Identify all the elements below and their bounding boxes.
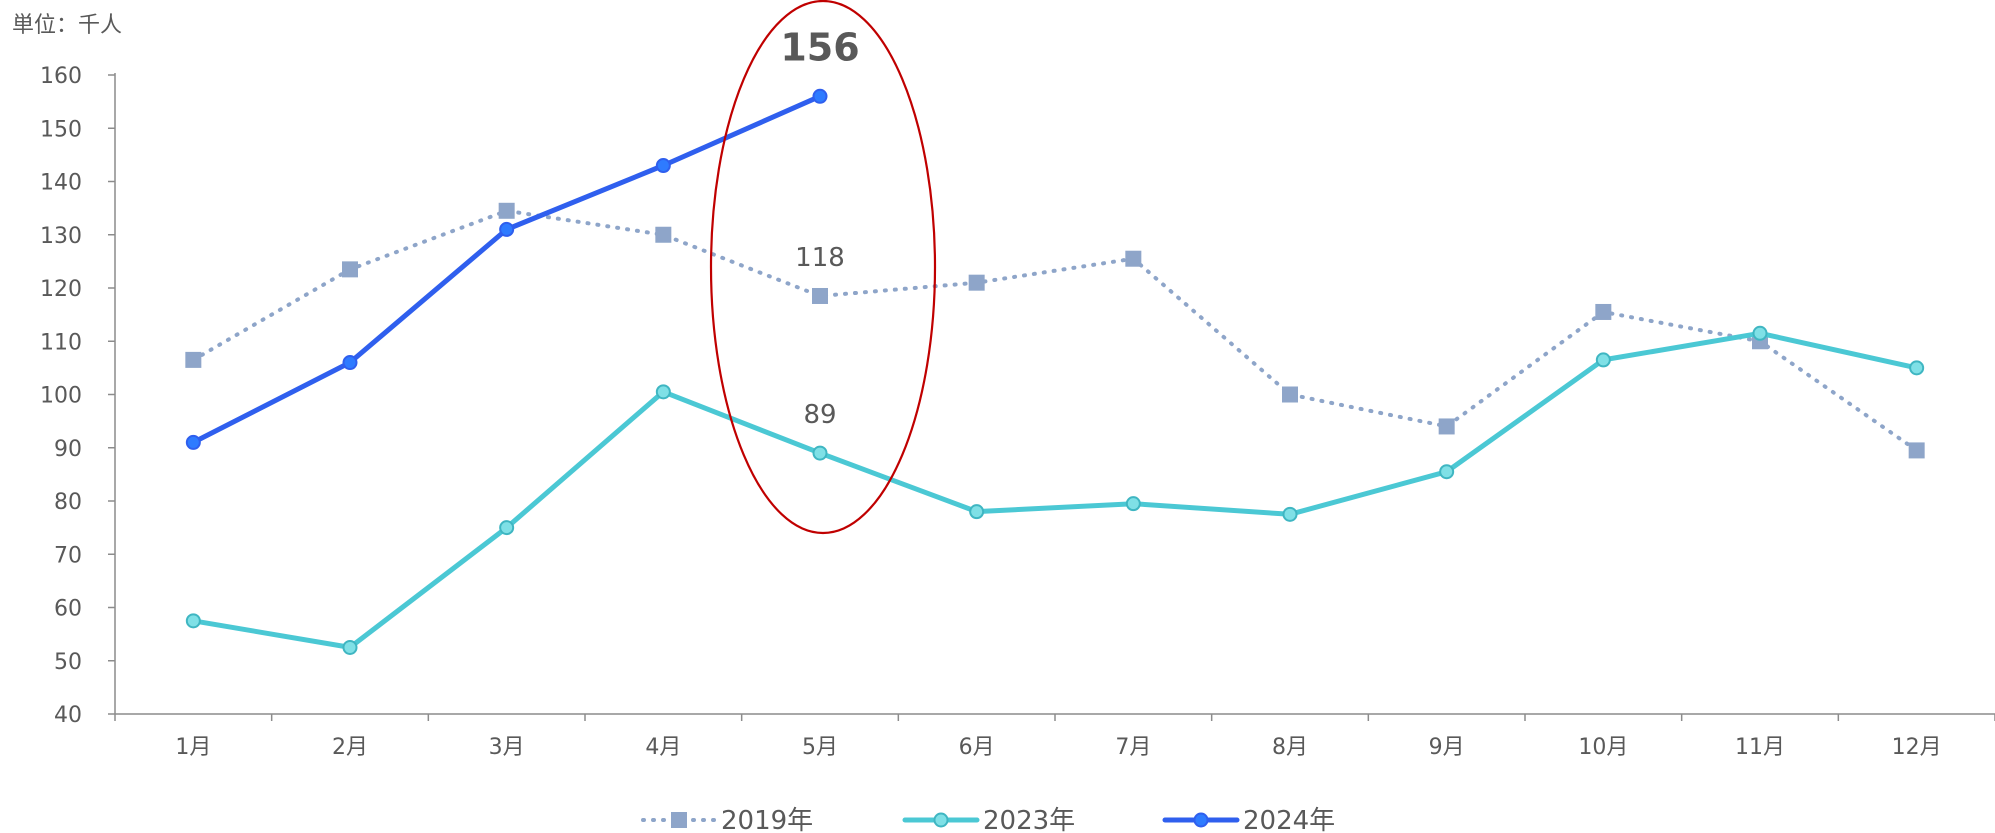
x-tick-label: 12月	[1892, 735, 1942, 760]
legend-item: 2024年	[1162, 806, 1335, 833]
y-tick-label: 40	[54, 703, 82, 728]
highlight-ellipse	[709, 0, 937, 535]
x-tick-label: 2月	[332, 735, 368, 760]
series-2023年	[185, 325, 1925, 655]
x-tick-label: 8月	[1272, 735, 1308, 760]
highlight-layer	[709, 0, 937, 535]
x-tick-label: 11月	[1735, 735, 1785, 760]
data-point-circle	[812, 88, 828, 104]
y-tick-label: 70	[54, 543, 82, 568]
data-point-circle	[499, 221, 515, 237]
legend-label: 2023年	[983, 806, 1075, 833]
data-label: 156	[780, 25, 859, 69]
series-2024年	[185, 88, 828, 450]
data-point-circle	[342, 355, 358, 371]
x-tick-label: 10月	[1578, 735, 1628, 760]
data-point-circle	[185, 613, 201, 629]
y-tick-label: 110	[40, 330, 82, 355]
series-line	[191, 208, 1919, 453]
x-tick-label: 9月	[1429, 735, 1465, 760]
data-point-circle	[655, 384, 671, 400]
data-point-circle	[1752, 325, 1768, 341]
series-line	[190, 330, 1920, 650]
y-tick-label: 90	[54, 437, 82, 462]
y-tick-label: 80	[54, 490, 82, 515]
data-point-square	[968, 274, 985, 291]
data-point-circle	[1909, 360, 1925, 376]
data-label: 118	[795, 243, 845, 273]
data-point-square	[1595, 303, 1612, 320]
data-point-circle	[655, 158, 671, 174]
axes: 40 50 60 70 80 90 100 110 120 130 140 150 160 1月 2月 3月 4…	[40, 64, 1995, 760]
data-point-square	[1282, 386, 1298, 403]
data-point-circle	[1595, 352, 1611, 368]
x-tick-label: 4月	[645, 735, 681, 760]
x-tick-label: 7月	[1115, 735, 1151, 760]
y-tick-label: 160	[40, 64, 82, 89]
y-tick-label: 130	[40, 224, 82, 249]
data-point-circle	[1125, 496, 1141, 512]
series-layer	[185, 88, 1925, 655]
y-tick-label: 150	[40, 117, 82, 142]
legend: 2019年 2023年 2024年	[641, 806, 1335, 833]
data-point-square	[1908, 442, 1925, 459]
data-point-circle	[499, 520, 515, 536]
data-point-circle	[969, 504, 985, 520]
x-tick-label: 1月	[175, 735, 211, 760]
y-tick-label: 60	[54, 597, 82, 622]
data-label: 89	[803, 400, 836, 430]
y-tick-label: 120	[40, 277, 82, 302]
data-point-circle	[1439, 464, 1455, 480]
data-point-square	[812, 287, 828, 304]
legend-item: 2023年	[902, 806, 1075, 833]
unit-label: 単位：千人	[12, 13, 122, 38]
legend-marker-circle	[1193, 812, 1209, 828]
data-point-square	[342, 261, 358, 278]
data-point-square	[655, 226, 672, 243]
data-point-circle	[342, 639, 358, 655]
data-point-square	[498, 202, 515, 219]
y-tick-label: 140	[40, 171, 82, 196]
series-line	[190, 93, 823, 445]
y-tick-label: 100	[40, 384, 82, 409]
data-point-circle	[1282, 506, 1298, 522]
data-point-square	[1438, 418, 1455, 435]
legend-marker-circle	[933, 812, 949, 828]
data-point-circle	[812, 445, 828, 461]
legend-label: 2019年	[721, 806, 813, 833]
series-2019年	[185, 202, 1925, 459]
data-point-circle	[185, 434, 201, 450]
legend-marker-square	[671, 812, 687, 828]
data-point-square	[1125, 250, 1142, 267]
y-tick-label: 50	[54, 650, 82, 675]
data-point-square	[185, 351, 202, 368]
legend-label: 2024年	[1243, 806, 1335, 833]
x-tick-label: 6月	[959, 735, 995, 760]
x-tick-label: 3月	[489, 735, 525, 760]
x-tick-label: 5月	[802, 735, 838, 760]
legend-item: 2019年	[641, 806, 813, 833]
data-labels: 156 118 89	[780, 25, 859, 430]
